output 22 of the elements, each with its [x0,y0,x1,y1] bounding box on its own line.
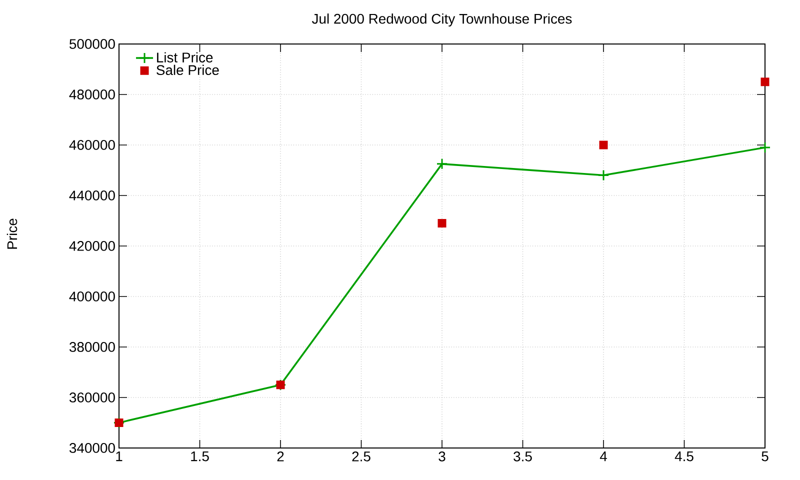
y-tick-label: 500000 [70,39,115,49]
x-tick-label: 4.5 [674,452,694,462]
legend-label: List Price [157,52,213,62]
legend-label: Sale Price [156,64,219,76]
x-tick-label: 1.5 [191,452,209,462]
x-tick-label: 2 [277,451,284,462]
y-tick-label: 420000 [69,241,115,251]
chart-title: Jul 2000 Redwood City Townhouse Prices [312,13,572,26]
x-tick-label: 5 [762,452,768,462]
y-tick-label: 360000 [69,392,115,402]
x-tick-label: 2.5 [352,451,370,462]
y-axis-title: Price [6,218,18,249]
y-tick-label: 340000 [69,443,115,453]
x-tick-label: 1 [116,452,122,462]
y-tick-label: 460000 [69,140,115,150]
y-tick-label: 400000 [69,292,115,302]
y-tick-label: 480000 [69,90,115,100]
x-tick-label: 3.5 [514,451,532,462]
x-tick-label: 4 [600,452,607,462]
y-tick-label: 440000 [69,190,115,200]
y-tick-label: 380000 [69,342,115,352]
x-tick-label: 3 [438,451,446,462]
